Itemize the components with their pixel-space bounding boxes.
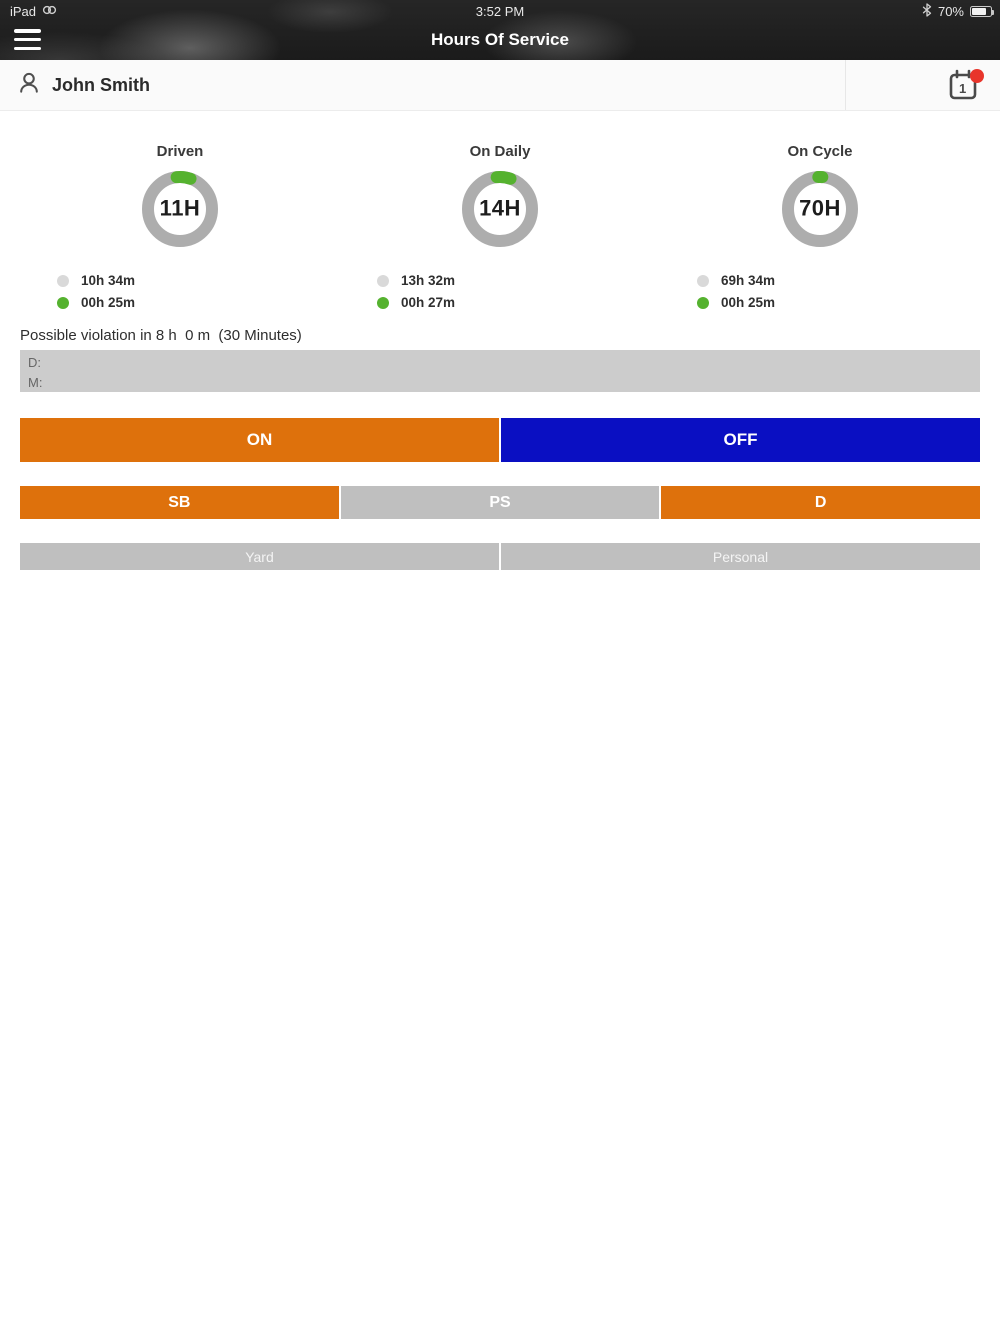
notification-badge bbox=[970, 69, 984, 83]
passenger-seat-button[interactable]: PS bbox=[340, 486, 660, 519]
dm-note-box: D: M: bbox=[20, 350, 980, 392]
gauge-label: Driven bbox=[156, 143, 204, 160]
divider bbox=[845, 60, 846, 110]
app-header: iPad 3:52 PM 70% bbox=[0, 0, 1000, 60]
nav-bar: Hours Of Service bbox=[0, 22, 1000, 60]
battery-fill bbox=[972, 7, 986, 15]
remaining-time: 13h 32m bbox=[401, 273, 456, 288]
gauge-value: 70H bbox=[799, 195, 841, 221]
used-dot-icon bbox=[377, 296, 389, 309]
used-dot-icon bbox=[697, 296, 709, 309]
status-bar: iPad 3:52 PM 70% bbox=[0, 0, 1000, 22]
personal-use-button[interactable]: Personal bbox=[501, 543, 980, 570]
off-duty-button[interactable]: OFF bbox=[501, 418, 980, 462]
used-time: 00h 27m bbox=[401, 295, 456, 310]
page-title: Hours Of Service bbox=[431, 30, 569, 49]
remaining-dot-icon bbox=[377, 274, 389, 287]
gauge-legend: 69h 34m 00h 25m bbox=[697, 273, 980, 310]
battery-percent: 70% bbox=[937, 3, 964, 19]
driver-name: John Smith bbox=[52, 74, 150, 95]
remaining-time: 69h 34m bbox=[721, 273, 776, 288]
remaining-time: 10h 34m bbox=[81, 273, 136, 288]
menu-icon[interactable] bbox=[14, 29, 41, 50]
gauge-value: 14H bbox=[479, 195, 521, 221]
gauge-driven: Driven 11H 10h 34m 00h 25m bbox=[20, 143, 340, 317]
used-time: 00h 25m bbox=[81, 295, 136, 310]
calendar-icon[interactable]: 1 bbox=[946, 67, 984, 104]
gauge-on-cycle: On Cycle 70H 69h 34m 00h 25m bbox=[660, 143, 980, 317]
violation-warning: Possible violation in 8 h 0 m (30 Minute… bbox=[20, 327, 302, 344]
gauge-value: 11H bbox=[159, 195, 201, 221]
driving-button[interactable]: D bbox=[661, 486, 981, 519]
gauge-label: On Cycle bbox=[787, 143, 853, 160]
used-time: 00h 25m bbox=[721, 295, 776, 310]
gauge-legend: 10h 34m 00h 25m bbox=[57, 273, 340, 310]
yard-move-button[interactable]: Yard bbox=[20, 543, 499, 570]
gauge-label: On Daily bbox=[469, 143, 531, 160]
device-label: iPad bbox=[10, 3, 37, 19]
bluetooth-icon bbox=[922, 2, 932, 20]
remaining-dot-icon bbox=[57, 274, 69, 287]
used-dot-icon bbox=[57, 296, 69, 309]
gauges-section: Driven 11H 10h 34m 00h 25m On bbox=[0, 111, 1000, 317]
d-label: D: bbox=[28, 355, 41, 370]
hotspot-icon bbox=[42, 4, 57, 19]
duty-row-primary: ON OFF bbox=[20, 418, 980, 462]
gauge-ring-on-daily: 14H bbox=[460, 169, 540, 249]
remaining-dot-icon bbox=[697, 274, 709, 287]
gauge-legend: 13h 32m 00h 27m bbox=[377, 273, 660, 310]
user-icon bbox=[16, 70, 42, 101]
status-time: 3:52 PM bbox=[475, 4, 525, 19]
gauge-ring-on-cycle: 70H bbox=[780, 169, 860, 249]
duty-row-secondary: SB PS D bbox=[20, 486, 981, 519]
m-label: M: bbox=[28, 375, 43, 390]
on-duty-button[interactable]: ON bbox=[20, 418, 499, 462]
duty-row-tertiary: Yard Personal bbox=[20, 543, 980, 570]
gauge-ring-driven: 11H bbox=[140, 169, 220, 249]
calendar-day-number: 1 bbox=[959, 81, 966, 96]
gauge-on-daily: On Daily 14H 13h 32m 00h 27m bbox=[340, 143, 660, 317]
user-bar[interactable]: John Smith 1 bbox=[0, 60, 1000, 111]
battery-icon bbox=[970, 5, 994, 17]
sleeper-berth-button[interactable]: SB bbox=[20, 486, 339, 519]
